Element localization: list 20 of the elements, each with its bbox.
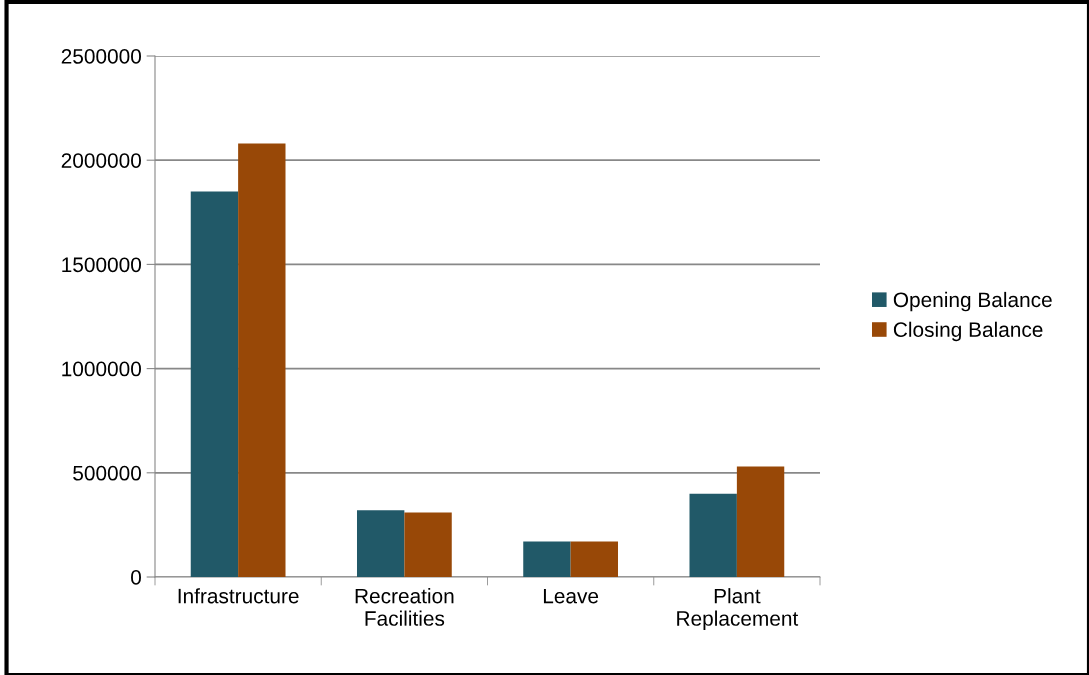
bar [356, 510, 405, 577]
bar [523, 541, 571, 577]
bar [404, 512, 452, 577]
bar [736, 466, 785, 577]
legend-label: Closing Balance [893, 321, 1043, 342]
y-tick-label: 0 [131, 570, 141, 585]
x-tick-label: Leave [543, 588, 599, 604]
x-tick-label: Infrastructure [178, 588, 299, 604]
bar [238, 143, 286, 577]
y-tick-label: 2500000 [61, 49, 141, 64]
y-tick-label: 1000000 [62, 361, 141, 377]
x-tick-label: Plant Replacement [677, 588, 799, 630]
y-tick-label: 2000000 [61, 153, 141, 168]
y-tick-label: 1500000 [62, 257, 141, 273]
x-tick-label: Recreation Facilities [355, 588, 454, 626]
bar [190, 191, 239, 577]
bar [689, 493, 737, 577]
legend-label: Opening Balance [893, 291, 1052, 312]
bar [570, 541, 619, 577]
y-tick-label: 500000 [73, 465, 141, 481]
